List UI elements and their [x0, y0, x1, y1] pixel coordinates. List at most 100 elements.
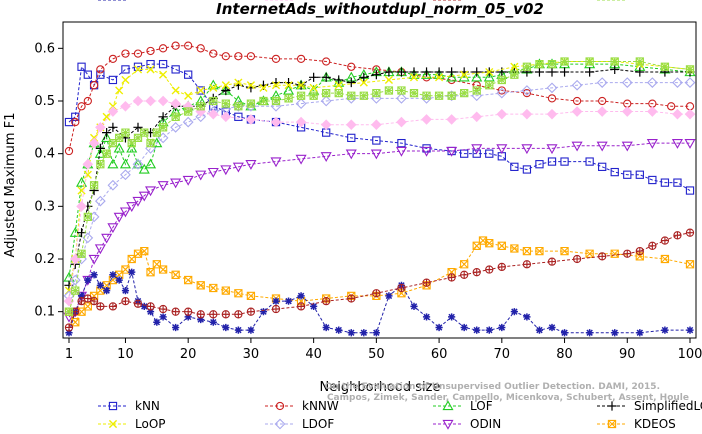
data-point-ldf [372, 289, 381, 298]
data-point-lof [145, 158, 157, 169]
data-point-knn [77, 62, 86, 71]
data-point-ldf [184, 307, 193, 316]
data-point-simplifiedlof [421, 67, 432, 77]
data-point-inflo [635, 57, 644, 66]
data-point-cof [140, 302, 148, 310]
data-point-knn [560, 157, 569, 166]
data-point-simplifiedlof [133, 122, 143, 132]
data-point-fastabod [621, 106, 633, 117]
data-point-cof [297, 292, 305, 300]
data-point-knn [685, 186, 695, 195]
data-point-cof [128, 268, 136, 276]
data-point-ldf [497, 262, 506, 272]
data-point-fastabod [207, 108, 219, 120]
data-point-loop [485, 67, 494, 77]
data-point-loop [359, 78, 368, 87]
data-point-cof [473, 326, 481, 334]
data-point-ldf [572, 254, 582, 264]
data-point-ldf [623, 249, 632, 258]
data-point-lof [471, 71, 483, 82]
series-line-kdeos [68, 239, 691, 324]
data-point-odin [496, 144, 508, 155]
data-point-odin [157, 181, 169, 191]
legend-item-inflo: INFLO [597, 0, 669, 3]
data-point-simplifiedlof [371, 70, 381, 80]
x-tick-label: 100 [678, 347, 702, 362]
data-point-ldof [521, 85, 533, 96]
data-point-knn [234, 112, 243, 121]
data-point-kdeos [610, 249, 619, 258]
legend-label: KDEOS [634, 417, 676, 431]
data-point-odin [195, 170, 207, 181]
data-point-ldf [133, 299, 143, 308]
y-axis-label: Adjusted Maximum F1 [3, 113, 18, 258]
data-point-simplifiedlof [635, 67, 645, 77]
data-point-knn [522, 165, 532, 174]
data-point-simplifiedlof [585, 67, 595, 77]
data-point-loop [158, 70, 168, 79]
legend-item-knn: kNN [98, 399, 160, 413]
legend-marker [274, 418, 286, 430]
data-point-cof [272, 297, 280, 305]
data-point-odin [94, 244, 106, 255]
data-point-loop [271, 81, 281, 90]
data-point-inflo [685, 65, 695, 74]
data-point-inflo [196, 102, 205, 111]
data-point-fastabod [295, 116, 307, 128]
data-point-cof [523, 313, 531, 321]
data-point-ldof [596, 77, 608, 88]
legend-item-loop: LoOP [98, 417, 166, 431]
x-tick-label: 60 [431, 347, 448, 362]
data-point-knnw [547, 94, 557, 103]
data-point-ldof [132, 158, 144, 170]
legend-label: COF [135, 0, 160, 3]
data-point-simplifiedlof [309, 72, 319, 82]
data-point-loop [209, 83, 218, 92]
data-point-fastabod [546, 108, 558, 120]
data-point-knnw [89, 81, 99, 90]
data-point-kdeos [121, 265, 130, 274]
data-point-loop [434, 73, 444, 82]
data-point-kdeos [535, 246, 544, 256]
data-point-ldof [672, 77, 683, 88]
data-point-loop [196, 86, 205, 95]
data-point-ldf [158, 304, 168, 314]
series-line-odin [68, 142, 690, 318]
data-point-odin [126, 202, 138, 213]
data-point-inflo [547, 59, 557, 69]
x-tick-label: 80 [556, 347, 573, 362]
data-point-odin [119, 207, 131, 218]
data-point-cof [460, 323, 468, 332]
data-point-inflo [397, 86, 406, 95]
data-point-knnw [296, 54, 306, 64]
data-point-ldf [472, 268, 481, 277]
x-tick-label: 10 [117, 347, 134, 362]
data-point-fastabod [82, 158, 94, 170]
data-point-knn [171, 65, 180, 74]
data-point-ldf [89, 296, 99, 306]
data-point-knnw [234, 52, 243, 61]
data-point-loop [259, 83, 268, 92]
y-tick-label: 0.6 [34, 41, 55, 56]
data-point-ldf [397, 283, 406, 293]
data-point-loop [246, 81, 256, 90]
data-point-fastabod [76, 201, 87, 212]
data-point-knnw [271, 54, 281, 64]
data-point-ldof [496, 87, 508, 99]
legend-label: LDOF [302, 417, 334, 431]
data-point-odin [245, 160, 257, 170]
data-point-simplifiedlof [534, 67, 545, 77]
data-point-kdeos [497, 241, 506, 250]
data-point-ldf [234, 310, 243, 319]
legend-item-ldf: LDF [433, 0, 493, 3]
data-point-inflo [133, 133, 143, 143]
data-point-inflo [221, 99, 230, 108]
data-point-fastabod [270, 116, 282, 128]
data-point-knnw [667, 102, 676, 111]
data-point-knnw [347, 62, 356, 71]
legend-item-knnw: kNNW [265, 399, 339, 413]
legend-label: SimplifiedLOF [634, 399, 702, 413]
data-point-ldof [396, 92, 407, 104]
data-point-cof [310, 302, 318, 310]
data-point-inflo [152, 128, 161, 137]
